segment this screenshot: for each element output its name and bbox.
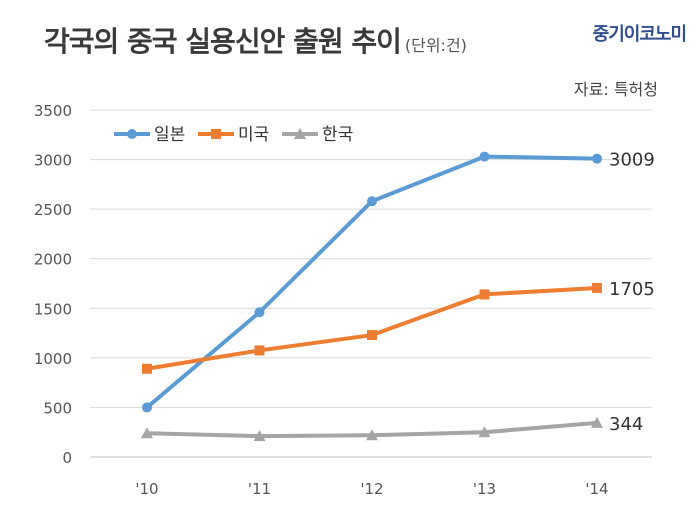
x-tick-label: '12 [360,480,383,498]
data-point [592,153,602,164]
data-label: 344 [609,414,643,435]
y-tick-label: 2500 [34,201,72,219]
legend-label: 일본 [154,125,185,145]
legend-marker [127,129,137,139]
data-point [254,345,265,356]
series-line-일본 [145,154,598,409]
x-tick-label: '13 [473,480,496,498]
brand-logo: 중기이코노미 [592,24,687,45]
data-point [254,307,265,318]
data-point [367,330,377,341]
y-tick-label: 1000 [34,350,72,368]
legend-label: 한국 [322,125,353,145]
legend-marker [211,129,221,139]
series-line-미국 [146,285,598,371]
data-point [141,427,153,439]
data-point [142,402,152,413]
data-point [142,363,152,374]
y-tick-label: 3000 [34,152,72,170]
data-point [591,416,603,428]
y-tick-label: 0 [62,449,72,467]
x-tick-label: '11 [248,480,271,498]
y-tick-label: 500 [43,399,72,417]
legend-label: 미국 [238,125,269,145]
chart-unit: (단위:건) [404,36,467,55]
data-label: 3009 [609,150,655,171]
y-tick-label: 2000 [34,251,72,269]
data-point [253,430,266,442]
x-tick-label: '10 [135,480,158,498]
y-tick-label: 3500 [34,102,72,120]
data-point [479,289,490,300]
data-label: 1705 [609,279,655,300]
chart-title-text: 각국의 중국 실용신안 출원 추이 [44,25,402,58]
data-point [478,426,491,438]
legend-marker [294,128,306,139]
x-tick-label: '14 [585,480,608,498]
data-point [366,429,378,441]
chart-title: 각국의 중국 실용신안 출원 추이 (단위:건) [44,20,467,60]
source-note: 자료: 특허청 [573,80,658,99]
y-tick-label: 1500 [34,300,72,318]
data-point [367,196,377,207]
data-point [592,282,602,293]
data-point [479,151,490,162]
